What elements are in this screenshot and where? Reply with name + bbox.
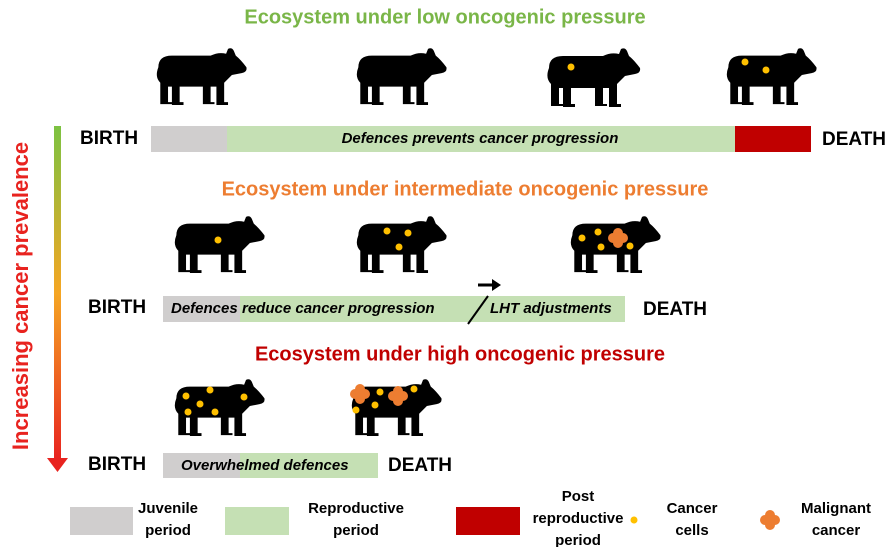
legend-swatch xyxy=(631,517,638,524)
bar-text: Defences xyxy=(171,300,238,317)
bar-text: Defences prevents cancer progression xyxy=(342,130,619,147)
axis-label: Increasing cancer prevalence xyxy=(8,142,33,450)
section-title: Ecosystem under high oncogenic pressure xyxy=(255,343,665,365)
prevalence-arrow xyxy=(54,126,61,460)
death-label: DEATH xyxy=(822,129,886,150)
birth-label: BIRTH xyxy=(88,297,146,318)
post-reproductive-bar xyxy=(735,126,811,152)
bears-low xyxy=(157,48,817,107)
death-label: DEATH xyxy=(643,299,707,320)
bar-text: Overwhelmed defences xyxy=(181,457,349,474)
bar-text: reduce cancer progression xyxy=(242,300,435,317)
section-title: Ecosystem under intermediate oncogenic p… xyxy=(222,178,709,200)
legend-swatch xyxy=(225,507,289,535)
bears-high xyxy=(175,379,442,436)
legend-swatch xyxy=(456,507,520,535)
juvenile-bar xyxy=(151,126,227,152)
section-title: Ecosystem under low oncogenic pressure xyxy=(244,6,645,28)
birth-label: BIRTH xyxy=(80,128,138,149)
shift-arrow-head xyxy=(492,279,501,291)
legend-swatch xyxy=(70,507,133,535)
diagram: Increasing cancer prevalence Ecosystem u… xyxy=(0,0,890,547)
bar-text: LHT adjustments xyxy=(490,300,612,317)
birth-label: BIRTH xyxy=(88,454,146,475)
bears-intermediate xyxy=(175,216,661,273)
death-label: DEATH xyxy=(388,455,452,476)
arrow-head xyxy=(47,458,68,472)
legend-swatch xyxy=(760,510,780,530)
